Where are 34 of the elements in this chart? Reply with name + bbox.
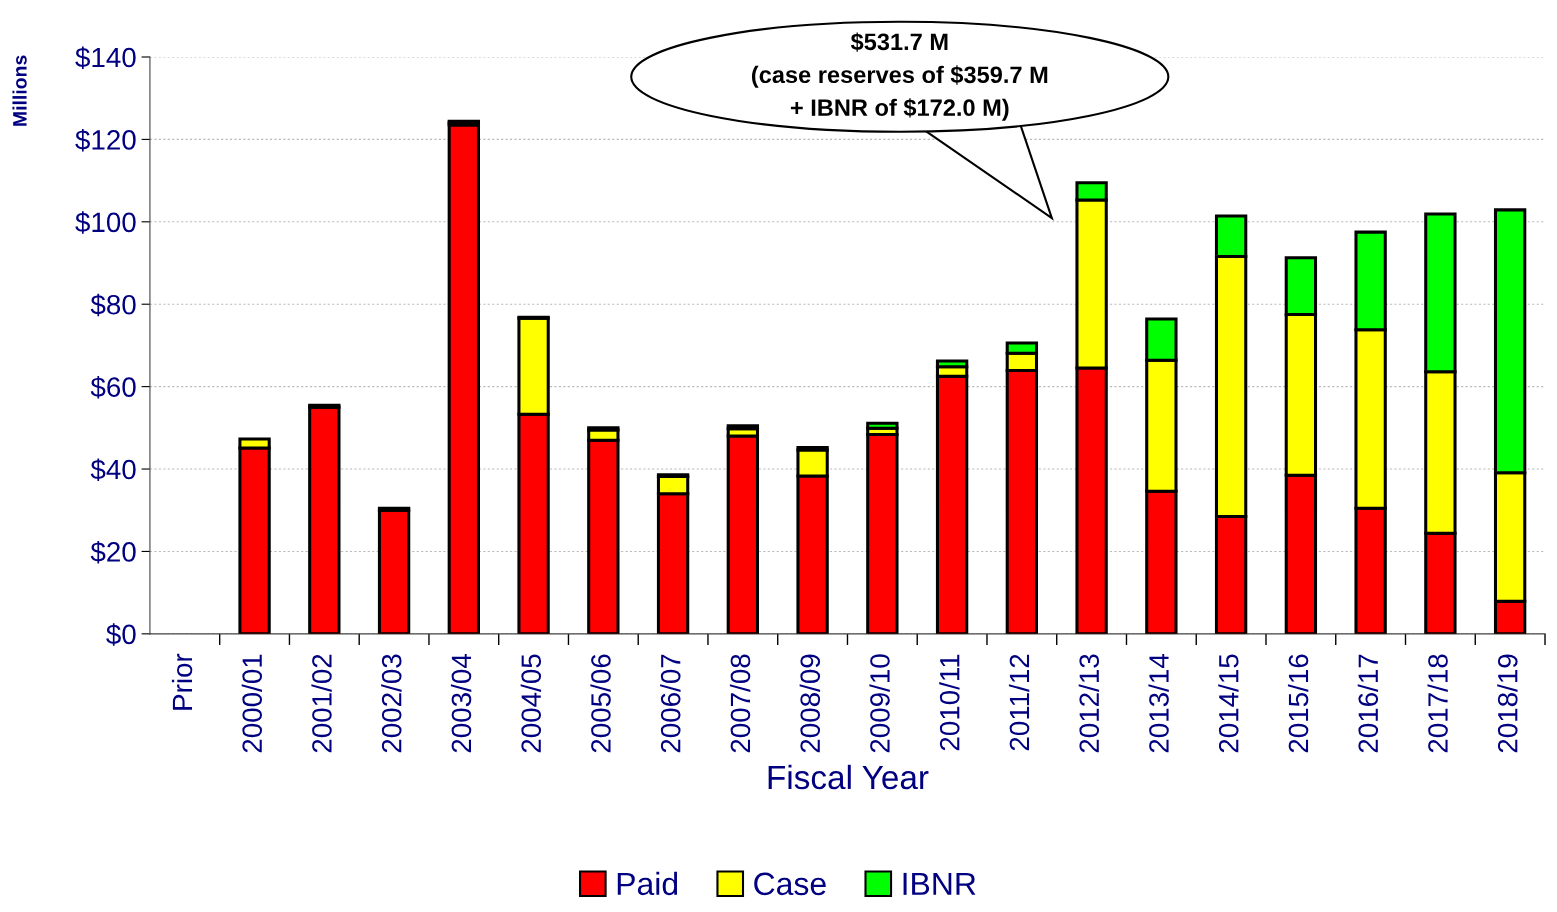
x-tick-label: 2018/19 <box>1497 654 1518 753</box>
legend-label: Paid <box>617 871 678 896</box>
legend-label: IBNR <box>903 872 976 895</box>
x-tick-label: 2013/14 <box>1148 654 1169 753</box>
x-tick-label: 2004/05 <box>520 654 542 753</box>
legend-label: Case <box>754 872 826 896</box>
x-tick-label: 2010/11 <box>939 654 960 751</box>
x-tick-label: 2008/09 <box>799 654 821 753</box>
x-tick-label: 2016/17 <box>1357 654 1379 753</box>
x-tick-label: 2015/16 <box>1287 654 1309 753</box>
y-tick-label: $100 <box>75 211 136 234</box>
y-tick-label: $60 <box>90 376 136 399</box>
y-tick-label: $20 <box>90 540 136 564</box>
x-tick-label: 2011/12 <box>1008 654 1030 751</box>
y-tick-label: $140 <box>75 46 136 69</box>
x-tick-label: 2009/10 <box>869 654 890 753</box>
annotation: $531.7 M (case reserves of $359.7 M + IBNR of $172.0 M) <box>752 32 1048 121</box>
x-tick-label: 2001/02 <box>311 654 332 753</box>
x-tick-label: 2014/15 <box>1218 654 1239 753</box>
x-tick-label: 2006/07 <box>660 654 681 753</box>
x-tick-label: 2005/06 <box>590 654 611 753</box>
x-tick-label: 2000/01 <box>241 654 263 753</box>
y-tick-label: $120 <box>75 128 136 152</box>
y-tick-label: $40 <box>90 458 136 482</box>
x-tick-label: 2017/18 <box>1427 654 1448 753</box>
y-tick-label: $80 <box>90 293 136 317</box>
x-tick-label: Prior <box>171 653 193 710</box>
y-tick-label: $0 <box>106 623 136 646</box>
x-axis-title: Fiscal Year <box>768 764 929 790</box>
x-tick-label: 2002/03 <box>381 654 402 753</box>
y-axis-title: Millions <box>12 55 27 126</box>
x-tick-label: 2012/13 <box>1078 654 1100 753</box>
x-tick-label: 2003/04 <box>450 654 472 753</box>
x-tick-label: 2007/08 <box>729 654 751 753</box>
